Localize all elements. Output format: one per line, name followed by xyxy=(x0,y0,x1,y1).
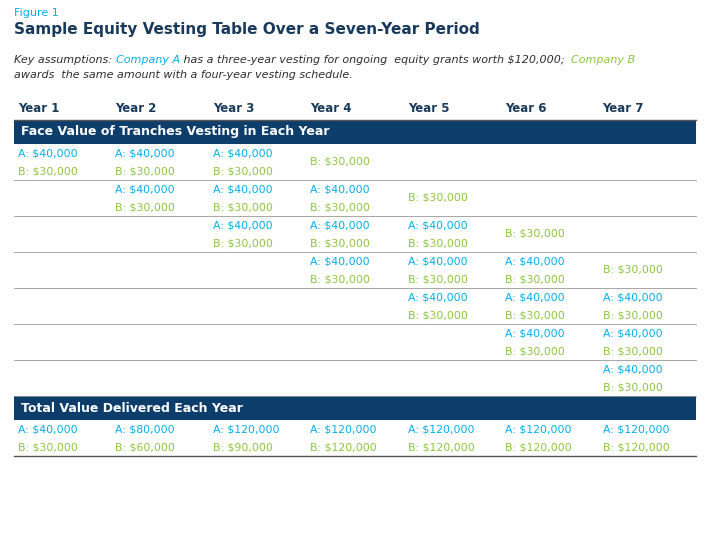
Text: A: $120,000: A: $120,000 xyxy=(603,424,669,434)
Text: B: $30,000: B: $30,000 xyxy=(213,202,273,212)
Text: A: $40,000: A: $40,000 xyxy=(213,220,273,230)
Text: B: $30,000: B: $30,000 xyxy=(18,442,78,452)
Text: Year 3: Year 3 xyxy=(213,102,254,115)
Text: Sample Equity Vesting Table Over a Seven-Year Period: Sample Equity Vesting Table Over a Seven… xyxy=(14,22,480,37)
Text: B: $30,000: B: $30,000 xyxy=(603,346,662,356)
Text: B: $60,000: B: $60,000 xyxy=(116,442,175,452)
Text: A: $40,000: A: $40,000 xyxy=(116,184,175,194)
Text: A: $40,000: A: $40,000 xyxy=(603,364,662,374)
Text: A: $40,000: A: $40,000 xyxy=(505,256,564,266)
Text: Company B: Company B xyxy=(572,55,635,65)
Text: A: $120,000: A: $120,000 xyxy=(505,424,572,434)
Text: B: $120,000: B: $120,000 xyxy=(408,442,474,452)
Text: A: $40,000: A: $40,000 xyxy=(18,424,77,434)
Text: B: $30,000: B: $30,000 xyxy=(116,166,175,176)
Text: B: $30,000: B: $30,000 xyxy=(505,229,565,239)
Text: Year 7: Year 7 xyxy=(603,102,644,115)
Bar xyxy=(14,396,696,420)
Text: B: $30,000: B: $30,000 xyxy=(603,265,662,275)
Text: B: $30,000: B: $30,000 xyxy=(408,238,468,248)
Text: B: $30,000: B: $30,000 xyxy=(310,238,370,248)
Text: B: $120,000: B: $120,000 xyxy=(505,442,572,452)
Text: has a three-year vesting for ongoing  equity grants worth $120,000;: has a three-year vesting for ongoing equ… xyxy=(180,55,572,65)
Text: B: $30,000: B: $30,000 xyxy=(310,274,370,284)
Text: Year 4: Year 4 xyxy=(310,102,351,115)
Text: Year 6: Year 6 xyxy=(505,102,547,115)
Text: Key assumptions:: Key assumptions: xyxy=(14,55,116,65)
Text: A: $40,000: A: $40,000 xyxy=(116,148,175,158)
Text: A: $40,000: A: $40,000 xyxy=(505,328,564,338)
Text: A: $120,000: A: $120,000 xyxy=(310,424,377,434)
Text: A: $40,000: A: $40,000 xyxy=(603,328,662,338)
Text: B: $120,000: B: $120,000 xyxy=(310,442,377,452)
Text: B: $30,000: B: $30,000 xyxy=(213,238,273,248)
Text: A: $40,000: A: $40,000 xyxy=(603,292,662,302)
Text: Company A: Company A xyxy=(116,55,180,65)
Text: B: $30,000: B: $30,000 xyxy=(408,193,468,203)
Text: B: $30,000: B: $30,000 xyxy=(310,157,370,167)
Text: A: $120,000: A: $120,000 xyxy=(213,424,279,434)
Text: B: $30,000: B: $30,000 xyxy=(408,310,468,320)
Text: B: $90,000: B: $90,000 xyxy=(213,442,273,452)
Text: B: $30,000: B: $30,000 xyxy=(505,346,565,356)
Text: B: $30,000: B: $30,000 xyxy=(603,310,662,320)
Text: A: $40,000: A: $40,000 xyxy=(310,220,370,230)
Text: B: $30,000: B: $30,000 xyxy=(116,202,175,212)
Text: B: $30,000: B: $30,000 xyxy=(603,382,662,392)
Text: A: $40,000: A: $40,000 xyxy=(213,184,273,194)
Text: Total Value Delivered Each Year: Total Value Delivered Each Year xyxy=(21,402,243,414)
Text: B: $30,000: B: $30,000 xyxy=(505,274,565,284)
Text: A: $40,000: A: $40,000 xyxy=(408,292,467,302)
Text: B: $120,000: B: $120,000 xyxy=(603,442,670,452)
Text: B: $30,000: B: $30,000 xyxy=(213,166,273,176)
Text: A: $40,000: A: $40,000 xyxy=(505,292,564,302)
Text: A: $40,000: A: $40,000 xyxy=(310,256,370,266)
Text: Year 1: Year 1 xyxy=(18,102,60,115)
Text: B: $30,000: B: $30,000 xyxy=(505,310,565,320)
Text: A: $80,000: A: $80,000 xyxy=(116,424,175,434)
Text: B: $30,000: B: $30,000 xyxy=(18,166,78,176)
Text: Figure 1: Figure 1 xyxy=(14,8,59,18)
Text: A: $40,000: A: $40,000 xyxy=(408,256,467,266)
Bar xyxy=(14,120,696,144)
Text: A: $120,000: A: $120,000 xyxy=(408,424,474,434)
Text: awards  the same amount with a four-year vesting schedule.: awards the same amount with a four-year … xyxy=(14,70,353,80)
Text: A: $40,000: A: $40,000 xyxy=(18,148,77,158)
Text: A: $40,000: A: $40,000 xyxy=(213,148,273,158)
Text: B: $30,000: B: $30,000 xyxy=(408,274,468,284)
Text: Year 2: Year 2 xyxy=(116,102,157,115)
Text: Face Value of Tranches Vesting in Each Year: Face Value of Tranches Vesting in Each Y… xyxy=(21,126,329,139)
Text: A: $40,000: A: $40,000 xyxy=(310,184,370,194)
Text: B: $30,000: B: $30,000 xyxy=(310,202,370,212)
Text: Year 5: Year 5 xyxy=(408,102,449,115)
Text: A: $40,000: A: $40,000 xyxy=(408,220,467,230)
